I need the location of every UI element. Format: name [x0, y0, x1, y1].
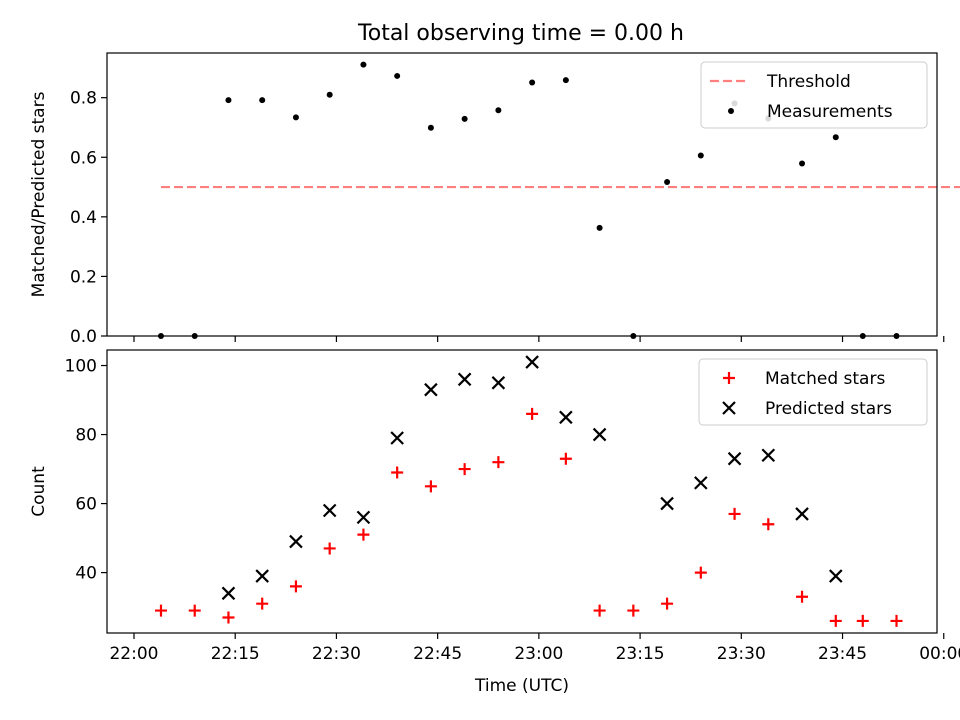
matched-point — [856, 614, 869, 627]
measurement-point — [427, 124, 434, 131]
predicted-point — [727, 451, 742, 466]
legend-marker — [723, 372, 735, 384]
measurement-point — [225, 97, 232, 104]
x-tick-label: 22:15 — [211, 644, 260, 664]
top-panel: 0.0 0.2 0.4 0.6 0.8 Matched/Predicted stars Th… — [29, 52, 960, 347]
matched-point — [256, 597, 269, 610]
legend-box — [698, 358, 928, 426]
legend-marker — [722, 401, 736, 415]
matched-point — [289, 580, 302, 593]
y-tick-label: 0.4 — [70, 208, 97, 228]
axes-frame — [106, 349, 938, 634]
matched-point — [154, 604, 167, 617]
legend-label: Threshold — [766, 72, 851, 92]
y-axis-label: Count — [29, 466, 49, 517]
matched-point — [526, 407, 539, 420]
y-tick-label: 0.6 — [70, 148, 97, 168]
matched-point — [492, 456, 505, 469]
measurement-point — [529, 79, 536, 86]
predicted-point — [829, 569, 843, 583]
predicted-point — [221, 586, 236, 601]
matched-point — [458, 463, 471, 476]
x-tick-label: 23:45 — [818, 644, 867, 664]
predicted-point — [761, 448, 776, 463]
legend: Threshold Measurements — [700, 61, 928, 129]
measurement-point — [799, 160, 806, 167]
matched-point — [188, 604, 201, 617]
predicted-point — [525, 355, 539, 369]
measurement-point — [596, 224, 603, 231]
legend-label: Measurements — [767, 102, 893, 122]
matched-point — [728, 507, 741, 520]
measurement-point — [292, 114, 299, 121]
measurement-point — [259, 97, 266, 104]
x-tick-label: 22:45 — [413, 644, 462, 664]
matched-point — [391, 466, 404, 479]
axes-frame — [106, 52, 938, 337]
measurement-point — [461, 115, 468, 122]
predicted-point — [390, 431, 404, 445]
predicted-point — [694, 476, 708, 490]
measurement-point — [394, 72, 401, 79]
matched-point — [424, 480, 437, 493]
legend: Matched stars Predicted stars — [698, 358, 928, 426]
measurement-point — [326, 91, 333, 98]
y-tick-label: 0.0 — [70, 327, 97, 347]
matched-point — [796, 590, 809, 603]
series-predicted-stars — [221, 355, 843, 601]
measurement-point — [664, 178, 671, 185]
matched-point — [627, 604, 640, 617]
matched-point — [661, 597, 674, 610]
y-tick-label: 80 — [75, 426, 97, 446]
matched-point — [694, 566, 707, 579]
figure-title: Total observing time = 0.00 h — [357, 21, 684, 46]
bottom-panel: 40 60 80 100 22:00 22:15 22:30 22:45 23:00 23:15 2… — [29, 349, 960, 696]
legend-label: Predicted stars — [765, 399, 892, 419]
measurement-point — [562, 77, 569, 84]
matched-point — [762, 518, 775, 531]
predicted-point — [356, 510, 371, 525]
predicted-point — [424, 382, 438, 397]
matched-point — [357, 528, 370, 541]
y-tick-label: 40 — [75, 564, 97, 584]
measurement-point — [495, 107, 502, 114]
y-tick-label: 0.2 — [70, 267, 97, 287]
predicted-point — [559, 410, 573, 425]
x-tick-label: 23:30 — [717, 644, 766, 664]
series-matched-stars — [154, 407, 903, 627]
predicted-point — [795, 507, 809, 521]
predicted-point — [592, 427, 607, 442]
matched-point — [323, 542, 336, 555]
matched-point — [559, 452, 572, 465]
matched-point — [890, 614, 903, 627]
x-tick-label: 23:00 — [514, 644, 563, 664]
predicted-point — [491, 376, 506, 390]
legend-box — [700, 61, 928, 129]
matched-point — [593, 604, 606, 617]
matched-point — [829, 614, 842, 627]
matched-point — [222, 611, 235, 624]
y-tick-label: 100 — [65, 357, 97, 377]
y-axis-label: Matched/Predicted stars — [29, 91, 49, 297]
measurement-point — [360, 61, 367, 68]
predicted-point — [322, 503, 337, 518]
predicted-point — [660, 496, 674, 511]
legend-label: Matched stars — [765, 369, 885, 389]
y-tick-label: 60 — [75, 495, 97, 515]
x-tick-label: 23:15 — [616, 644, 665, 664]
predicted-point — [255, 569, 269, 583]
x-axis-label: Time (UTC) — [474, 676, 569, 696]
predicted-point — [457, 372, 472, 387]
x-tick-label: 00:00 — [919, 644, 960, 664]
measurement-point — [697, 152, 704, 159]
x-tick-label: 22:00 — [109, 644, 158, 664]
x-tick-label: 22:30 — [312, 644, 361, 664]
y-tick-label: 0.8 — [70, 89, 97, 109]
legend-marker — [728, 108, 734, 114]
measurement-point — [832, 134, 839, 141]
predicted-point — [289, 534, 303, 549]
